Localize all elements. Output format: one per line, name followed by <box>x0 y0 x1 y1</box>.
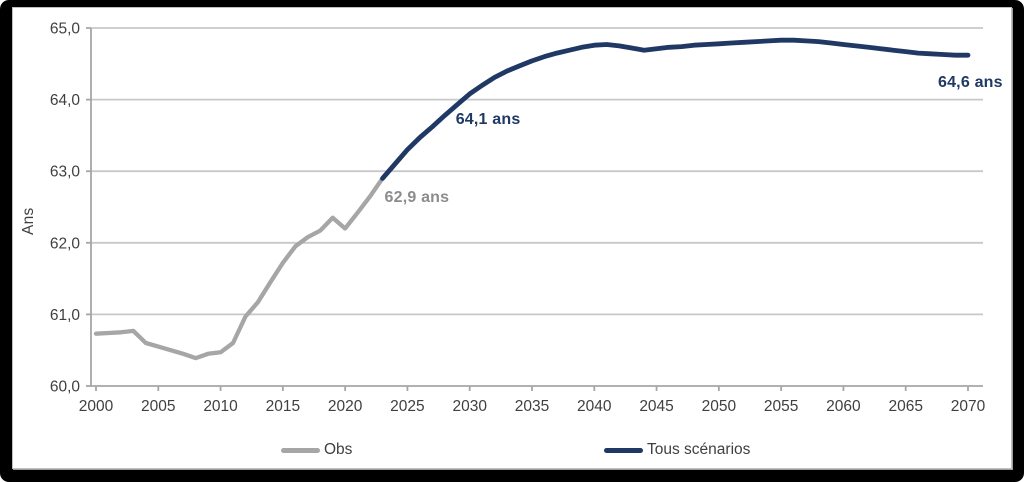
x-tick-label: 2055 <box>764 398 798 415</box>
y-axis-title: Ans <box>20 207 37 235</box>
x-tick-label: 2035 <box>515 398 549 415</box>
x-tick-label: 2010 <box>203 398 238 415</box>
y-tick-label: 61,0 <box>50 307 81 324</box>
x-tick-label: 2025 <box>390 398 424 415</box>
scenario-line-swatch <box>604 447 643 453</box>
x-tick-label: 2070 <box>951 398 986 415</box>
x-tick-label: 2020 <box>328 398 363 415</box>
series-line-tous-scenarios <box>380 37 971 181</box>
annotation-scenario-2030-value: 64,1 ans <box>455 111 521 129</box>
series-line-obs <box>93 176 385 361</box>
x-tick-label: 2060 <box>826 398 861 415</box>
y-tick-label: 64,0 <box>50 92 81 109</box>
legend-label-obs: Obs <box>324 441 353 458</box>
y-tick-label: 65,0 <box>50 21 81 38</box>
legend: Obs Tous scénarios <box>13 441 1011 461</box>
y-tick-label: 60,0 <box>50 379 81 396</box>
x-tick-label: 2045 <box>639 398 673 415</box>
y-tick-label: 63,0 <box>50 164 81 181</box>
annotation-scenario-2070-value: 64,6 ans <box>937 73 1003 91</box>
x-tick-label: 2000 <box>79 398 114 415</box>
obs-line-swatch <box>281 447 320 453</box>
legend-item-tous-scenarios: Tous scénarios <box>604 441 750 459</box>
line-chart: 60,0 61,0 62,0 63,0 64,0 65,0 2000 2005 2010 2015… <box>50 21 986 416</box>
x-tick-label: 2005 <box>141 398 175 415</box>
chart-panel: 60,0 61,0 62,0 63,0 64,0 65,0 2000 2005 2010 2015… <box>12 7 1012 469</box>
x-tick-label: 2050 <box>702 398 737 415</box>
x-tick-label: 2030 <box>452 398 487 415</box>
legend-item-obs: Obs <box>281 441 352 459</box>
annotation-obs-last-value: 62,9 ans <box>384 189 450 207</box>
x-tick-label: 2065 <box>888 398 922 415</box>
x-tick-label: 2040 <box>577 398 612 415</box>
y-tick-label: 62,0 <box>50 235 81 252</box>
x-tick-label: 2015 <box>266 398 300 415</box>
legend-label-tous-scenarios: Tous scénarios <box>647 441 751 458</box>
